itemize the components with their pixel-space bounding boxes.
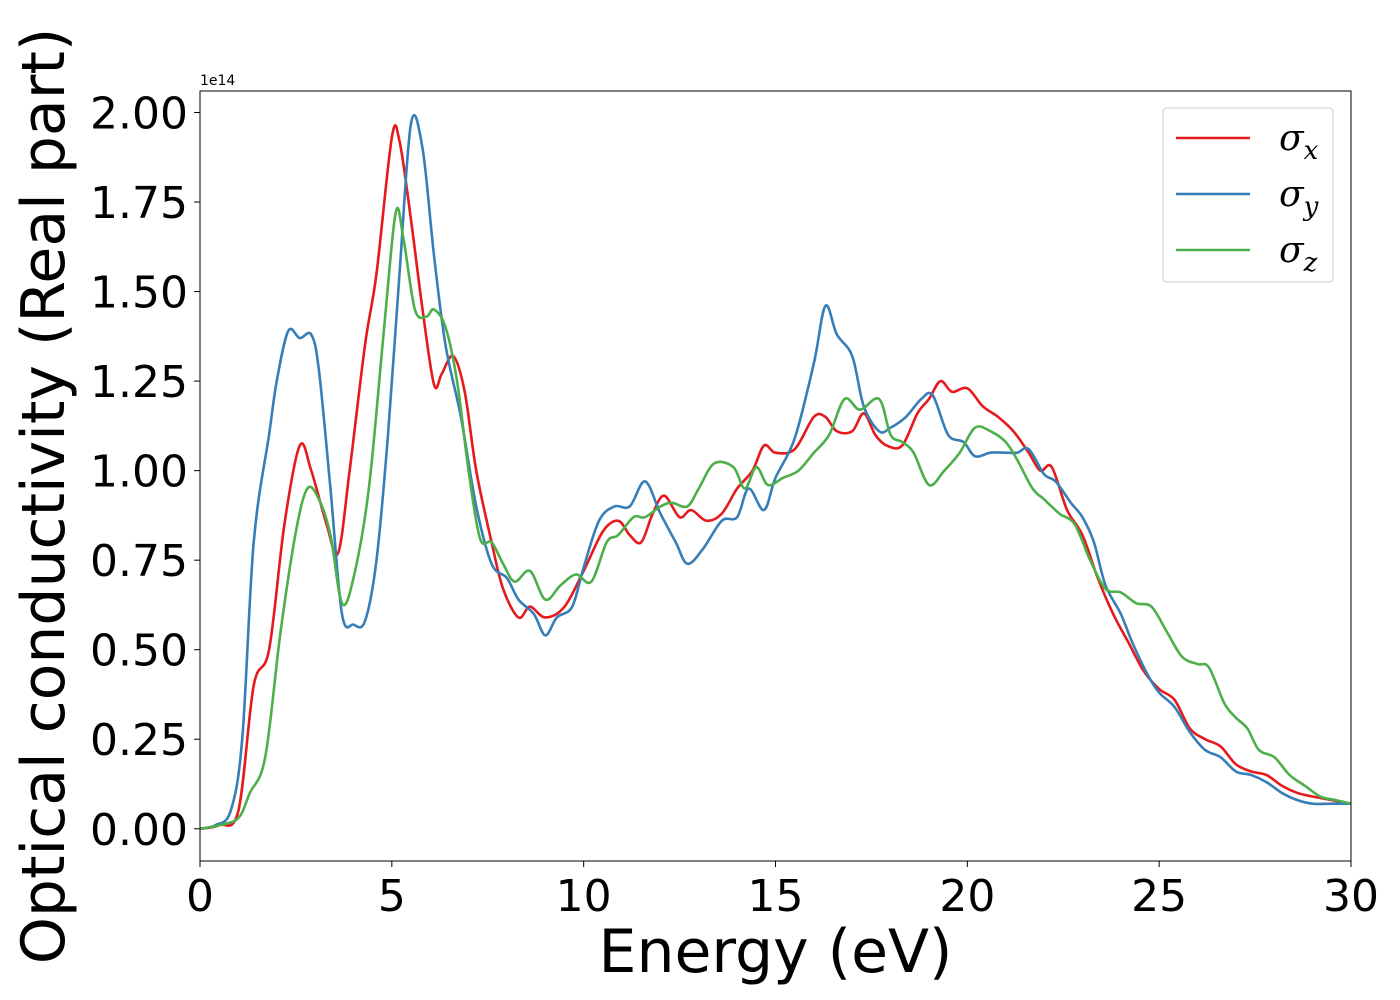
y-tick-label: 0.75 <box>90 536 188 587</box>
legend-label-x: σx <box>1279 118 1319 166</box>
x-axis-ticks: 0 5 10 15 20 25 30 <box>186 861 1379 922</box>
y-tick-label: 1.00 <box>90 447 188 498</box>
x-tick-label: 30 <box>1323 871 1379 922</box>
y-tick-label: 0.50 <box>90 626 188 677</box>
x-axis-label: Energy (eV) <box>599 917 953 987</box>
series-line-z <box>200 206 1351 831</box>
y-axis-ticks: 0.00 0.25 0.50 0.75 1.00 1.25 1.50 1.75 2.00 <box>90 88 200 856</box>
legend-label-z: σz <box>1279 230 1318 278</box>
y-axis-offset-text: 1e14 <box>200 73 235 89</box>
legend: σx σy σz <box>1162 107 1334 283</box>
series-layer <box>200 114 1351 831</box>
x-tick-label: 20 <box>939 871 995 922</box>
y-tick-label: 1.50 <box>90 268 188 319</box>
legend-label-y: σy <box>1279 174 1319 222</box>
y-tick-label: 1.25 <box>90 357 188 408</box>
y-axis-label: Optical conductivity (Real part) <box>9 28 79 965</box>
series-line-x <box>200 124 1351 831</box>
x-tick-label: 10 <box>556 871 612 922</box>
series-line-y <box>200 114 1351 831</box>
x-tick-label: 5 <box>378 871 406 922</box>
y-tick-label: 2.00 <box>90 88 188 139</box>
x-tick-label: 25 <box>1131 871 1187 922</box>
y-tick-label: 1.75 <box>90 178 188 229</box>
x-tick-label: 0 <box>186 871 214 922</box>
y-tick-label: 0.00 <box>90 805 188 856</box>
y-tick-label: 0.25 <box>90 715 188 766</box>
x-tick-label: 15 <box>748 871 804 922</box>
